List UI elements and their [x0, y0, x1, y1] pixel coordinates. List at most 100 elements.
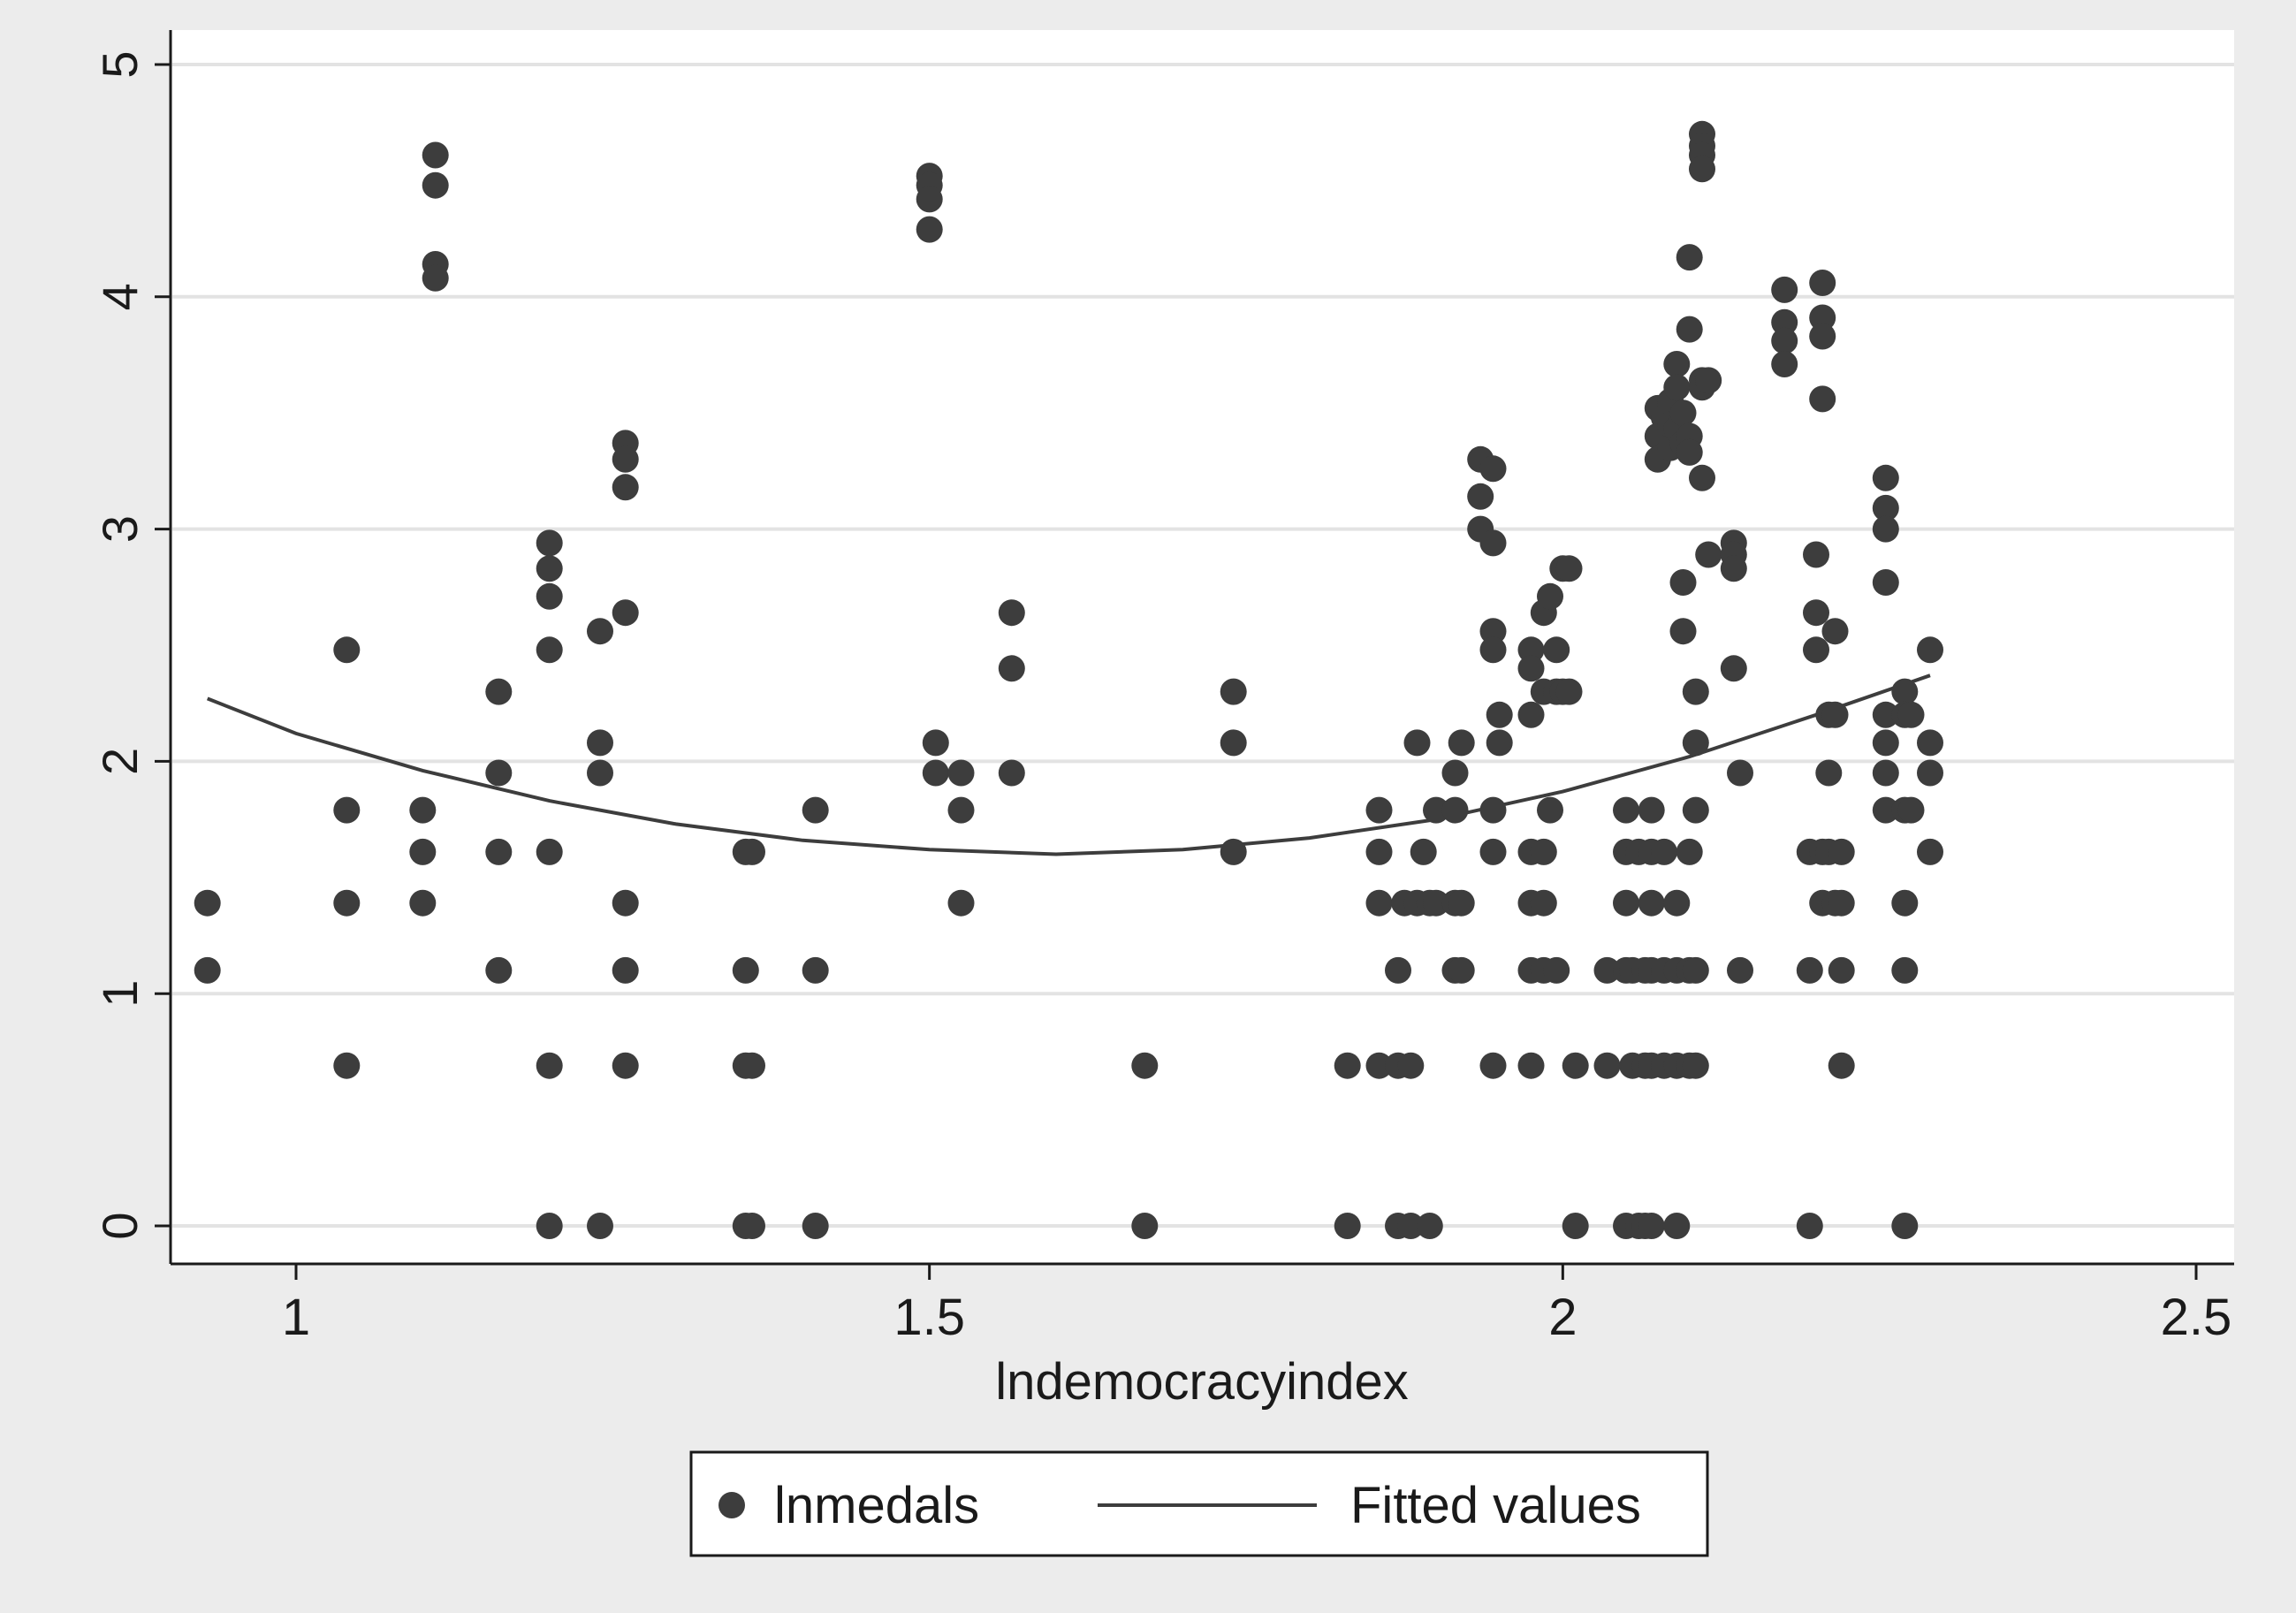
- data-point: [1593, 956, 1621, 984]
- data-point: [739, 838, 765, 865]
- data-point: [1872, 569, 1899, 596]
- data-point: [1796, 1213, 1823, 1239]
- data-point: [1669, 399, 1697, 427]
- data-point: [1423, 796, 1449, 824]
- data-point: [1676, 244, 1703, 271]
- data-point: [1530, 838, 1557, 865]
- data-point: [1537, 796, 1563, 824]
- data-point: [1872, 464, 1899, 491]
- data-point: [612, 956, 639, 984]
- data-point: [333, 796, 361, 824]
- data-point: [1695, 541, 1722, 568]
- x-tick-label: 2.5: [2161, 1289, 2232, 1346]
- data-point: [1479, 529, 1507, 557]
- data-point: [739, 1052, 765, 1079]
- data-point: [1872, 729, 1899, 757]
- data-point: [1543, 956, 1570, 984]
- data-point: [1537, 582, 1563, 610]
- x-tick-label: 1.5: [893, 1289, 965, 1346]
- x-tick-label: 2: [1548, 1289, 1577, 1346]
- data-point: [1467, 483, 1494, 510]
- data-point: [333, 636, 361, 664]
- data-point: [536, 838, 563, 865]
- data-point: [1479, 796, 1507, 824]
- data-point: [1796, 956, 1823, 984]
- data-point: [1891, 678, 1919, 705]
- data-point: [1771, 276, 1798, 303]
- data-point: [1917, 759, 1943, 787]
- data-point: [1651, 838, 1677, 865]
- data-point: [1410, 838, 1437, 865]
- data-point: [587, 1213, 613, 1239]
- data-point: [1397, 1052, 1425, 1079]
- data-point: [1517, 701, 1545, 728]
- data-point: [922, 729, 949, 757]
- scatter-points: [194, 120, 1943, 1239]
- data-point: [536, 1213, 563, 1239]
- data-point: [916, 216, 943, 243]
- data-point: [485, 678, 513, 705]
- data-point: [1530, 889, 1557, 917]
- data-point: [1803, 636, 1829, 664]
- data-point: [1663, 351, 1691, 377]
- data-point: [1695, 367, 1722, 394]
- data-point: [1334, 1052, 1361, 1079]
- data-point: [587, 759, 613, 787]
- data-point: [1555, 555, 1583, 582]
- data-point: [536, 636, 563, 664]
- data-point: [1771, 351, 1798, 377]
- data-point: [1131, 1052, 1159, 1079]
- data-point: [1676, 838, 1703, 865]
- data-point: [1809, 385, 1836, 413]
- data-point: [1821, 701, 1849, 728]
- data-point: [536, 555, 563, 582]
- data-point: [1365, 838, 1393, 865]
- data-point: [1891, 1213, 1919, 1239]
- data-point: [998, 599, 1025, 627]
- fitted-line-layer: [206, 673, 1931, 856]
- data-point: [1448, 889, 1475, 917]
- data-point: [802, 956, 829, 984]
- data-point: [1613, 889, 1639, 917]
- data-point: [1397, 1213, 1425, 1239]
- data-point: [1638, 796, 1665, 824]
- plot-background: [171, 30, 2234, 1264]
- data-point: [1682, 956, 1709, 984]
- data-point: [1872, 494, 1899, 521]
- data-point: [1720, 555, 1747, 582]
- data-point: [333, 1052, 361, 1079]
- data-point: [1220, 838, 1247, 865]
- data-point: [1517, 636, 1545, 664]
- data-point: [1220, 678, 1247, 705]
- data-point: [947, 889, 975, 917]
- y-tick-label: 2: [92, 748, 148, 775]
- data-point: [1872, 701, 1899, 728]
- data-point: [739, 1213, 765, 1239]
- data-point: [1727, 956, 1753, 984]
- y-tick-label: 0: [92, 1212, 148, 1239]
- data-point: [1663, 889, 1691, 917]
- data-point: [612, 599, 639, 627]
- data-point: [1891, 889, 1919, 917]
- data-point: [1809, 304, 1836, 331]
- plot-area: [171, 30, 2234, 1264]
- data-point: [1441, 759, 1469, 787]
- data-point: [1682, 796, 1709, 824]
- data-point: [194, 956, 221, 984]
- data-point: [1638, 889, 1665, 917]
- data-point: [1423, 889, 1449, 917]
- data-point: [1872, 796, 1899, 824]
- data-point: [1479, 455, 1507, 483]
- data-point: [1917, 636, 1943, 664]
- data-point: [1517, 1052, 1545, 1079]
- data-point: [1828, 889, 1855, 917]
- data-point: [1682, 678, 1709, 705]
- data-point: [485, 838, 513, 865]
- data-point: [1416, 1213, 1443, 1239]
- data-point: [1803, 541, 1829, 568]
- data-point: [998, 655, 1025, 682]
- data-point: [485, 759, 513, 787]
- data-point: [1682, 729, 1709, 757]
- data-point: [1727, 759, 1753, 787]
- data-point: [422, 141, 449, 169]
